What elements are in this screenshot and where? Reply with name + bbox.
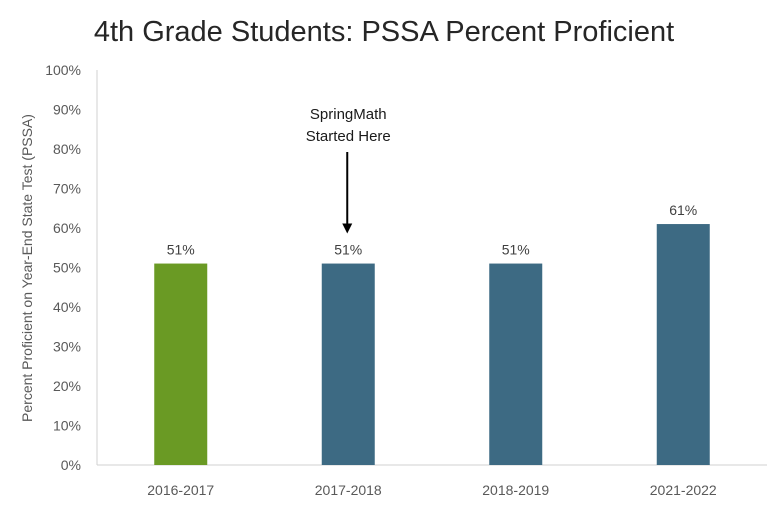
bar-2016-2017 [154, 263, 208, 465]
chart-title: 4th Grade Students: PSSA Percent Profici… [94, 16, 674, 48]
data-label: 51% [334, 242, 362, 258]
bar-2017-2018 [321, 263, 375, 465]
y-ticks: 0% 10% 20% 30% 40% 50% 60% 70% 80% 90% 100% [45, 62, 81, 473]
annotation-text-line-2: Started Here [306, 128, 391, 145]
bar-2021-2022 [656, 224, 710, 465]
data-labels: 51% 51% 51% 61% [167, 202, 698, 257]
y-tick-label: 90% [53, 102, 81, 118]
x-tick-label: 2017-2018 [315, 482, 382, 498]
x-tick-label: 2018-2019 [482, 482, 549, 498]
x-ticks: 2016-2017 2017-2018 2018-2019 2021-2022 [147, 482, 717, 498]
y-tick-label: 40% [53, 299, 81, 315]
annotation: SpringMath Started Here [306, 106, 391, 234]
bars [154, 224, 710, 465]
y-tick-label: 20% [53, 378, 81, 394]
annotation-arrow-head [342, 223, 353, 234]
y-tick-label: 80% [53, 141, 81, 157]
data-label: 61% [669, 202, 697, 218]
bar-2018-2019 [489, 263, 543, 465]
y-tick-label: 100% [45, 62, 81, 78]
y-tick-label: 70% [53, 181, 81, 197]
y-tick-label: 10% [53, 418, 81, 434]
y-tick-label: 60% [53, 220, 81, 236]
x-tick-label: 2016-2017 [147, 482, 214, 498]
data-label: 51% [167, 242, 195, 258]
annotation-text-line-1: SpringMath [310, 106, 387, 123]
y-axis-label: Percent Proficient on Year-End State Tes… [19, 114, 35, 422]
x-tick-label: 2021-2022 [650, 482, 717, 498]
y-tick-label: 0% [61, 457, 81, 473]
y-tick-label: 30% [53, 339, 81, 355]
data-label: 51% [502, 242, 530, 258]
y-tick-label: 50% [53, 260, 81, 276]
